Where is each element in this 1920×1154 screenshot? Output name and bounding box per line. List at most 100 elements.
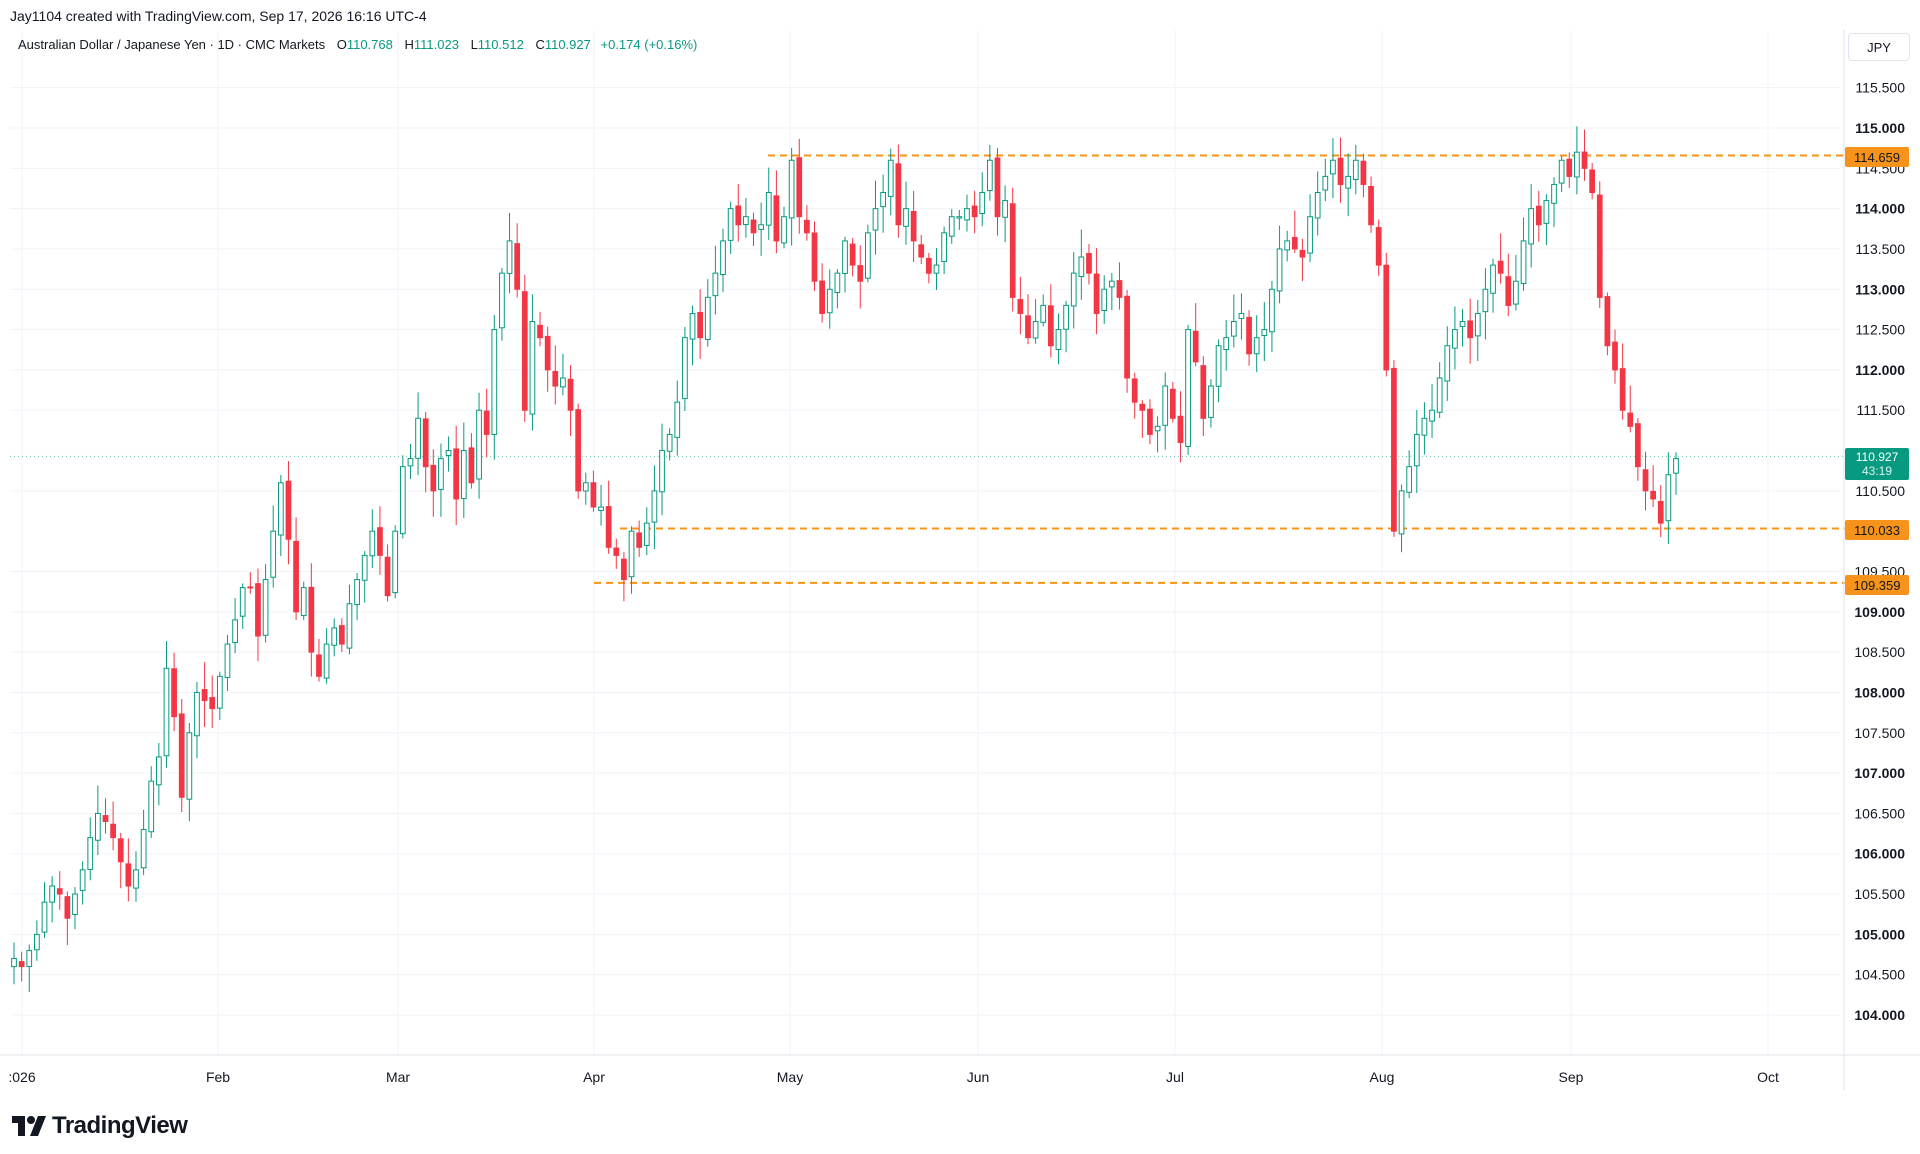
candle[interactable] xyxy=(26,944,33,992)
candle[interactable] xyxy=(1009,187,1016,312)
candle[interactable] xyxy=(529,294,536,431)
candle[interactable] xyxy=(1642,451,1649,511)
candle[interactable] xyxy=(1398,484,1405,553)
candle[interactable] xyxy=(102,798,109,834)
candle[interactable] xyxy=(1619,343,1626,420)
candle[interactable] xyxy=(18,951,25,982)
candle[interactable] xyxy=(331,618,338,657)
candle[interactable] xyxy=(727,201,734,254)
candle[interactable] xyxy=(666,428,673,461)
candle[interactable] xyxy=(575,403,582,499)
candle[interactable] xyxy=(110,801,116,851)
candle[interactable] xyxy=(1482,268,1489,340)
candle[interactable] xyxy=(1002,185,1008,243)
candle[interactable] xyxy=(491,314,498,460)
candle[interactable] xyxy=(582,472,589,505)
candle[interactable] xyxy=(1383,252,1390,377)
candle[interactable] xyxy=(232,598,238,654)
candle[interactable] xyxy=(79,861,86,905)
candle[interactable] xyxy=(445,436,452,472)
candle[interactable] xyxy=(628,526,635,594)
candle[interactable] xyxy=(590,470,597,512)
candle[interactable] xyxy=(1657,485,1664,538)
candle[interactable] xyxy=(697,289,704,359)
candle[interactable] xyxy=(765,167,772,240)
candle[interactable] xyxy=(819,263,825,323)
candle[interactable] xyxy=(323,628,330,684)
candle[interactable] xyxy=(1596,181,1603,308)
candle[interactable] xyxy=(1444,326,1451,401)
candle[interactable] xyxy=(468,433,475,489)
candle[interactable] xyxy=(1055,313,1062,365)
candle[interactable] xyxy=(1574,126,1580,195)
candle[interactable] xyxy=(788,147,795,246)
candle[interactable] xyxy=(880,174,886,233)
candle[interactable] xyxy=(887,148,894,216)
candle[interactable] xyxy=(407,443,414,480)
candle[interactable] xyxy=(613,538,620,569)
candle[interactable] xyxy=(720,228,726,292)
candle[interactable] xyxy=(1581,129,1588,181)
candle[interactable] xyxy=(1452,306,1458,370)
candle[interactable] xyxy=(430,449,437,517)
candle[interactable] xyxy=(56,871,63,910)
candle[interactable] xyxy=(796,138,803,234)
candle[interactable] xyxy=(392,525,399,599)
candle[interactable] xyxy=(1322,158,1329,202)
candle[interactable] xyxy=(1566,152,1573,188)
candle[interactable] xyxy=(1665,452,1672,544)
candle[interactable] xyxy=(537,311,543,347)
candle[interactable] xyxy=(255,568,261,662)
candle[interactable] xyxy=(1474,299,1481,362)
candle[interactable] xyxy=(140,809,147,876)
candle[interactable] xyxy=(201,662,208,727)
candle[interactable] xyxy=(1352,144,1359,195)
candle[interactable] xyxy=(415,392,421,476)
candle[interactable] xyxy=(293,517,299,620)
candle[interactable] xyxy=(64,891,71,945)
candle[interactable] xyxy=(1421,402,1428,455)
candle[interactable] xyxy=(903,181,909,245)
tradingview-logo[interactable]: TradingView xyxy=(12,1112,188,1140)
candle[interactable] xyxy=(277,475,284,557)
candle[interactable] xyxy=(148,766,155,838)
candle[interactable] xyxy=(1261,302,1268,362)
candle[interactable] xyxy=(1589,162,1596,200)
candle[interactable] xyxy=(316,639,322,682)
candle[interactable] xyxy=(247,572,254,594)
candle[interactable] xyxy=(567,365,574,436)
candle[interactable] xyxy=(1429,384,1435,439)
candle[interactable] xyxy=(224,634,231,692)
candle[interactable] xyxy=(514,223,521,298)
candle[interactable] xyxy=(941,226,947,275)
candle[interactable] xyxy=(1032,299,1039,344)
candle[interactable] xyxy=(72,887,78,930)
candle[interactable] xyxy=(300,581,307,621)
candle[interactable] xyxy=(971,190,978,234)
candle[interactable] xyxy=(1413,410,1420,493)
candle[interactable] xyxy=(552,345,559,405)
candle[interactable] xyxy=(1513,254,1519,311)
candle[interactable] xyxy=(712,245,719,315)
candle[interactable] xyxy=(521,274,528,422)
candle[interactable] xyxy=(1139,400,1146,438)
candle[interactable] xyxy=(506,212,513,294)
candle[interactable] xyxy=(1269,280,1275,353)
candle[interactable] xyxy=(1543,194,1550,246)
candle[interactable] xyxy=(948,209,955,244)
candle[interactable] xyxy=(1551,177,1557,228)
candle[interactable] xyxy=(1345,153,1352,217)
candle[interactable] xyxy=(1650,465,1656,508)
candle[interactable] xyxy=(1307,194,1313,263)
candle[interactable] xyxy=(1093,248,1100,335)
candle[interactable] xyxy=(270,505,277,588)
candle[interactable] xyxy=(194,681,200,759)
candle[interactable] xyxy=(674,380,681,456)
candle[interactable] xyxy=(1276,225,1283,304)
candle[interactable] xyxy=(346,584,353,655)
candle[interactable] xyxy=(262,564,269,643)
candle[interactable] xyxy=(1131,372,1138,419)
candle[interactable] xyxy=(1063,300,1069,353)
candle[interactable] xyxy=(811,221,818,292)
